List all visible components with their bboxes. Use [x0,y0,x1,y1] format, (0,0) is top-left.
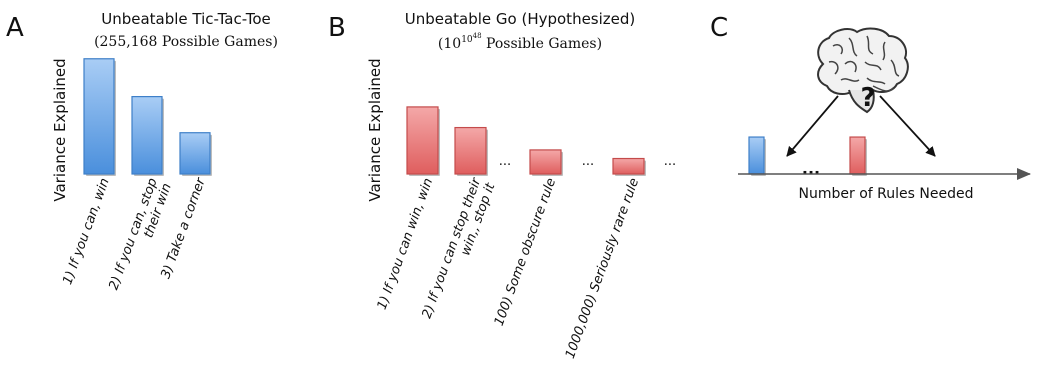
panel-b-ellipsis-2: ... [582,154,594,169]
panel-b-tick-4: 1000,000) Seriously rare rule [563,176,642,360]
panel-b-ellipsis-3: ... [664,154,676,169]
panel-b-subtitle-exp1: 10 [461,35,473,45]
panel-b-chart: Unbeatable Go (Hypothesized) (101048 Pos… [366,10,676,361]
panel-a-bars [83,58,212,177]
panel-b-subtitle-rest: Possible Games) [482,36,603,52]
panel-b-subtitle-base: (10 [438,36,461,52]
panel-a-title: Unbeatable Tic-Tac-Toe [101,10,271,28]
panel-a-bar-2 [131,95,164,176]
panel-b-bar-2 [454,126,488,176]
panel-b-tick-2: 2) If you can stop theirwin,, stop it [420,175,499,326]
panel-letter-c: C [710,13,728,43]
panel-b-ellipses: ......... [499,154,676,169]
panel-c-ellipsis: ... [802,159,820,178]
panel-b-bar-3-rect [529,149,562,175]
arrow-left [786,95,839,157]
panel-b-bar-1-rect [406,106,439,175]
panel-b-bar-4 [612,157,646,176]
panel-a-bar-3-rect [179,132,211,175]
panel-a-bar-2-rect [131,95,163,175]
panel-b-bars [406,106,646,176]
panel-a-bar-3 [179,132,212,176]
panel-b-tick-3: 100) Some obscure rule [492,176,559,328]
question-mark: ? [860,83,875,113]
panel-b-bar-1 [406,106,440,176]
panel-b-tick-4-line: 1000,000) Seriously rare rule [563,176,642,360]
panel-c-bar-red [849,136,867,176]
panel-b-tick-3-line: 100) Some obscure rule [492,176,559,328]
panel-b-ylabel: Variance Explained [366,58,384,201]
panel-a-tick-2: 2) If you can, stoptheir win [106,176,174,297]
panel-b-bar-4-rect [612,157,645,175]
panel-a-bar-1-rect [83,58,115,175]
panel-b-bar-2-rect [454,126,487,175]
panel-c-bar-blue-rect [748,136,765,175]
panel-letter-a: A [6,13,24,43]
panel-c-bar-blue [748,136,766,176]
panel-letter-b: B [328,13,346,43]
panel-b-ellipsis-1: ... [499,154,511,169]
panel-c-bar-red-rect [849,136,866,175]
rules-axis-label: Number of Rules Needed [799,186,974,202]
panel-b-title: Unbeatable Go (Hypothesized) [405,10,636,28]
panel-a-subtitle: (255,168 Possible Games) [94,34,278,50]
panel-c-bars [748,136,867,176]
arrow-right [879,95,936,157]
panel-c-diagram: ? ... Number of Rules Needed [738,27,1031,202]
panel-b-bar-3 [529,149,563,176]
panel-a-chart: Unbeatable Tic-Tac-Toe (255,168 Possible… [51,10,278,297]
panel-b-subtitle-exp2: 48 [473,32,482,40]
brain-icon [817,27,909,114]
panel-b-subtitle: (101048 Possible Games) [438,32,602,52]
panel-a-ylabel: Variance Explained [51,58,69,201]
panel-a-bar-1 [83,58,116,177]
